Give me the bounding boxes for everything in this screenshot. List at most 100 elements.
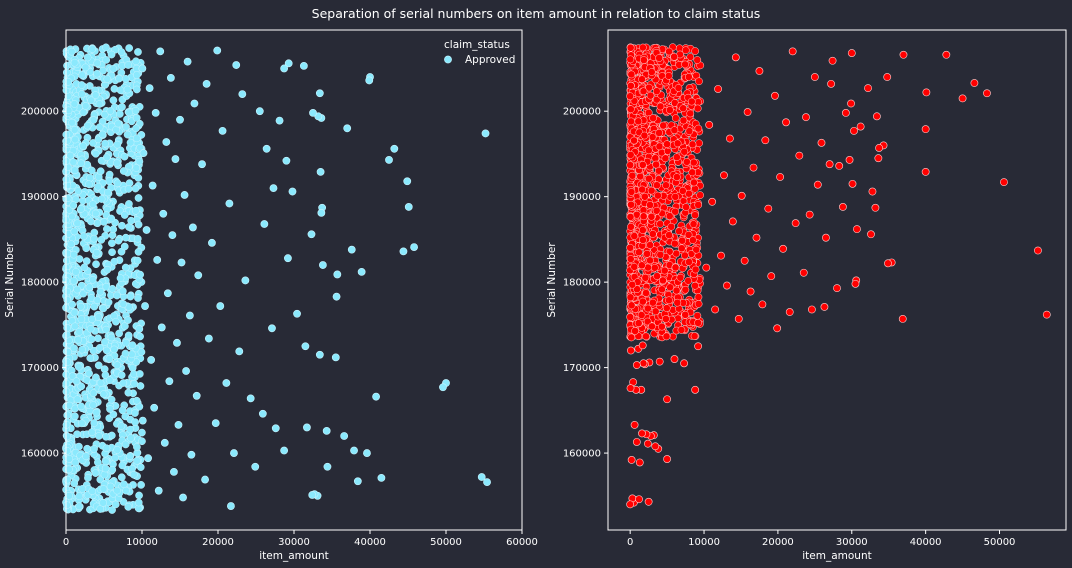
dense-point bbox=[627, 188, 636, 196]
data-point bbox=[153, 256, 162, 264]
dense-point bbox=[693, 104, 702, 113]
dense-point bbox=[131, 418, 139, 426]
dense-point bbox=[120, 242, 129, 251]
dense-point bbox=[642, 289, 650, 297]
dense-point bbox=[94, 135, 103, 144]
dense-point bbox=[115, 110, 124, 118]
dense-point bbox=[696, 191, 704, 199]
dense-point bbox=[78, 485, 87, 493]
dense-point bbox=[114, 119, 123, 128]
dense-point bbox=[670, 239, 679, 248]
data-point bbox=[260, 220, 269, 228]
dense-point bbox=[63, 194, 72, 203]
y-tick-label: 180000 bbox=[563, 278, 601, 289]
dense-point bbox=[642, 332, 650, 341]
dense-point bbox=[98, 130, 107, 139]
data-point bbox=[691, 385, 700, 394]
data-point bbox=[822, 233, 830, 242]
dense-point bbox=[670, 126, 679, 135]
x-tick-label: 30000 bbox=[278, 537, 310, 548]
data-point bbox=[255, 107, 264, 116]
dense-point bbox=[118, 221, 126, 230]
dense-point bbox=[105, 376, 114, 385]
dense-point bbox=[108, 239, 116, 248]
y-tick-label: 180000 bbox=[21, 278, 59, 289]
dense-point bbox=[86, 68, 94, 76]
data-point bbox=[211, 419, 220, 428]
dense-point bbox=[124, 316, 132, 324]
dense-point bbox=[655, 129, 663, 137]
dense-cluster-markers bbox=[626, 43, 705, 342]
data-point bbox=[743, 108, 752, 116]
dense-point bbox=[640, 192, 649, 201]
legend: claim_status Approved bbox=[444, 39, 515, 66]
data-point bbox=[284, 254, 292, 263]
x-tick-label: 20000 bbox=[762, 537, 794, 548]
data-point bbox=[663, 455, 671, 463]
dense-point bbox=[83, 53, 92, 62]
dense-point bbox=[681, 251, 689, 260]
dense-point bbox=[636, 172, 645, 181]
data-point bbox=[213, 46, 222, 55]
data-point bbox=[655, 357, 664, 366]
dense-point bbox=[689, 158, 698, 167]
dense-point bbox=[103, 75, 112, 83]
dense-point bbox=[99, 304, 108, 313]
dense-point bbox=[691, 211, 699, 220]
data-point bbox=[160, 438, 169, 447]
x-tick-label: 60000 bbox=[506, 537, 538, 548]
data-point bbox=[404, 203, 413, 211]
dense-point bbox=[76, 302, 85, 311]
dense-point bbox=[689, 236, 697, 245]
dense-point bbox=[74, 187, 83, 195]
dense-point bbox=[71, 412, 79, 421]
data-point bbox=[632, 438, 641, 446]
y-axis-label: Serial Number bbox=[4, 242, 16, 318]
dense-point bbox=[103, 188, 112, 197]
dense-point bbox=[644, 146, 653, 155]
dense-point bbox=[109, 410, 118, 419]
dense-point bbox=[88, 45, 97, 53]
dense-cluster-markers bbox=[62, 43, 146, 514]
data-point bbox=[142, 226, 151, 234]
dense-point bbox=[646, 201, 654, 209]
dense-point bbox=[659, 121, 668, 130]
data-point bbox=[187, 450, 196, 459]
data-point bbox=[638, 341, 647, 350]
dense-point bbox=[673, 173, 681, 181]
dense-point bbox=[90, 444, 98, 453]
data-point bbox=[165, 377, 174, 386]
dense-point bbox=[124, 503, 133, 511]
dense-point bbox=[63, 475, 72, 484]
dense-point bbox=[694, 318, 702, 327]
dense-point bbox=[75, 502, 84, 511]
dense-point bbox=[639, 87, 648, 96]
dense-point bbox=[690, 178, 698, 187]
data-point bbox=[353, 477, 362, 486]
dense-point bbox=[126, 138, 135, 147]
data-point bbox=[477, 473, 486, 481]
dense-point bbox=[137, 481, 145, 489]
data-point bbox=[746, 287, 755, 296]
data-point bbox=[725, 134, 734, 143]
dense-point bbox=[627, 301, 636, 310]
dense-point bbox=[674, 84, 683, 92]
dense-point bbox=[85, 283, 94, 292]
dense-point bbox=[95, 432, 103, 440]
dense-point bbox=[130, 470, 138, 479]
dense-point bbox=[648, 133, 657, 141]
dense-point bbox=[108, 506, 116, 514]
dense-point bbox=[100, 218, 108, 226]
data-point bbox=[782, 118, 790, 127]
dense-point bbox=[654, 191, 662, 200]
data-point bbox=[350, 446, 358, 455]
dense-point bbox=[671, 207, 680, 216]
dense-point bbox=[117, 422, 126, 430]
data-point bbox=[303, 423, 311, 432]
data-point bbox=[481, 129, 490, 138]
dense-point bbox=[626, 105, 635, 114]
figure-title: Separation of serial numbers on item amo… bbox=[312, 6, 761, 21]
data-point bbox=[399, 247, 408, 256]
dense-point bbox=[113, 140, 122, 149]
data-point bbox=[316, 167, 325, 176]
